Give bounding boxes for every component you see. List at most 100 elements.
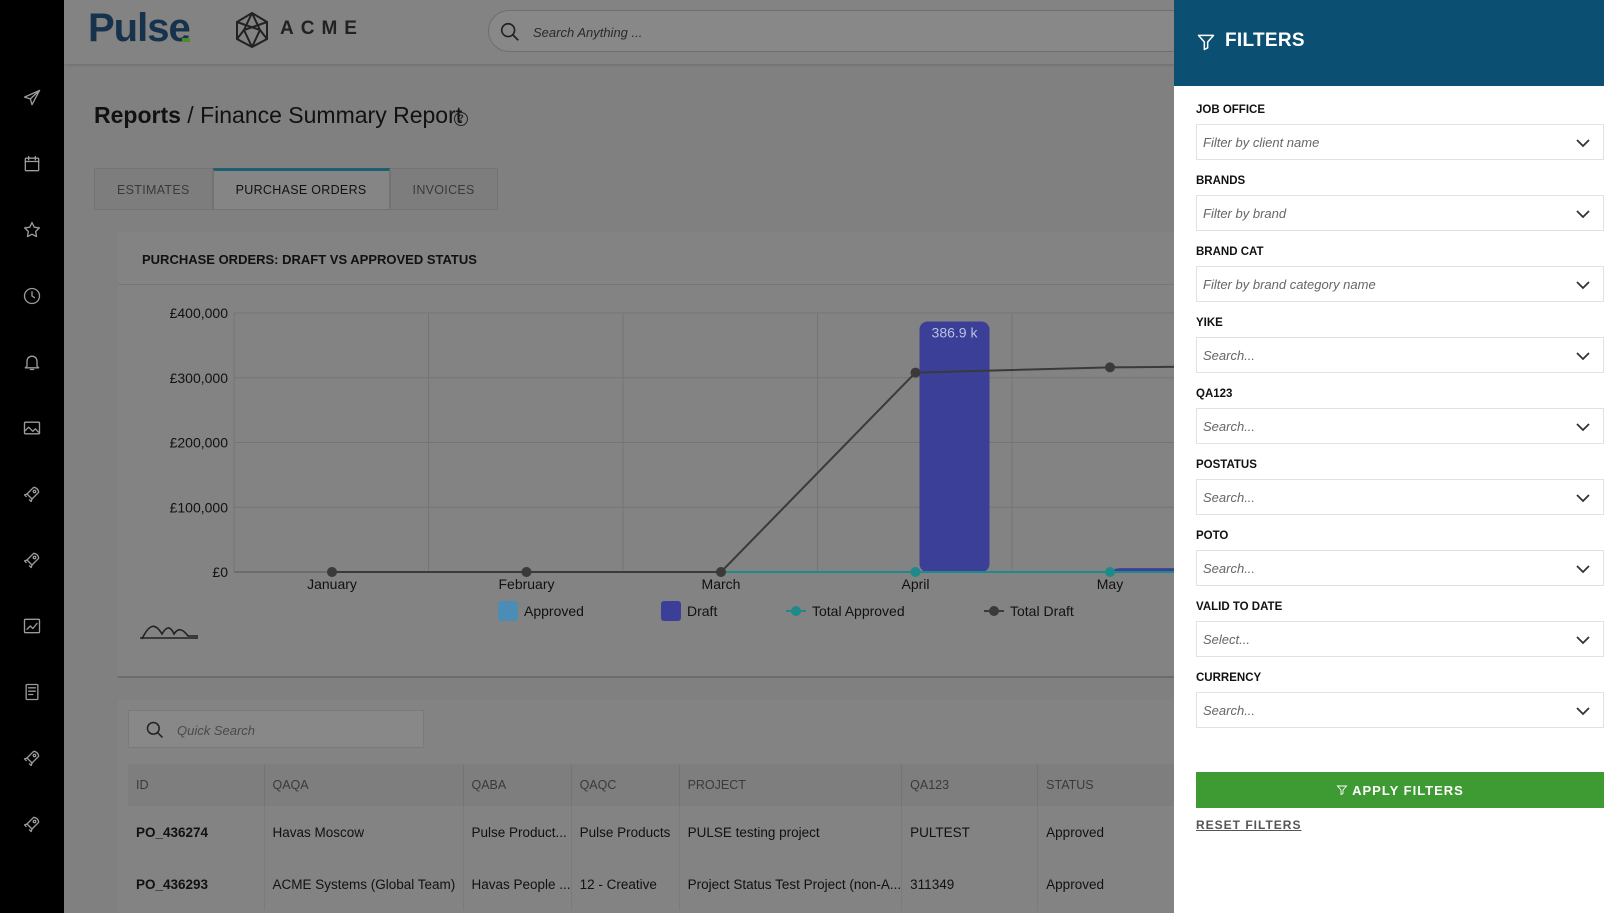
quick-search-input[interactable] <box>177 720 407 740</box>
column-header-id[interactable]: ID <box>128 764 265 806</box>
filter-label: CURRENCY <box>1196 672 1262 684</box>
table-row[interactable]: PO_436274 Havas Moscow Pulse Product... … <box>128 806 1210 858</box>
y-tick-label: £100,000 <box>170 499 229 515</box>
acme-brand: ACME <box>280 18 364 39</box>
tab-purchase-orders[interactable]: PURCHASE ORDERS <box>212 168 390 210</box>
cell-id[interactable]: PO_436293 <box>128 858 265 910</box>
table-row[interactable]: PO_436293 ACME Systems (Global Team) Hav… <box>128 858 1210 910</box>
image-icon[interactable] <box>18 414 46 442</box>
global-search[interactable] <box>488 10 1208 52</box>
column-header-qaqc[interactable]: QAQC <box>571 764 680 806</box>
calendar-icon[interactable] <box>18 150 46 178</box>
chevron-down-icon <box>1576 423 1590 432</box>
filter-label: JOB OFFICE <box>1196 104 1266 116</box>
acme-logo-icon <box>236 11 268 49</box>
paper-plane-icon[interactable] <box>18 84 46 112</box>
postatus-select[interactable]: Search... <box>1196 479 1604 515</box>
chart-divider <box>118 284 1218 285</box>
series-point <box>1105 362 1115 373</box>
table-card: ID QAQA QABA QAQC PROJECT QA123 STATUS P… <box>118 700 1218 913</box>
cell-project: PULSE testing project <box>679 806 903 858</box>
select-placeholder: Select... <box>1203 632 1250 647</box>
apply-filters-label: APPLY FILTERS <box>1352 782 1464 798</box>
purchase-orders-table: ID QAQA QABA QAQC PROJECT QA123 STATUS P… <box>128 764 1210 910</box>
series-point <box>716 567 726 577</box>
brand-cat-select[interactable]: Filter by brand category name <box>1196 266 1604 302</box>
job-office-select[interactable]: Filter by client name <box>1196 124 1604 160</box>
rocket-icon[interactable] <box>18 546 46 574</box>
brands-select[interactable]: Filter by brand <box>1196 195 1604 231</box>
purchase-orders-chart: £400,000 £300,000 £200,000 £100,000 £0 Januar… <box>140 305 1218 640</box>
tab-estimates[interactable]: ESTIMATES <box>94 168 213 210</box>
book-icon[interactable] <box>18 678 46 706</box>
filter-label: POTO <box>1196 530 1229 542</box>
series-point <box>910 567 921 577</box>
filter-job-office: JOB OFFICE Filter by client name <box>1196 104 1604 160</box>
chart-title: PURCHASE ORDERS: DRAFT VS APPROVED STATU… <box>142 252 477 267</box>
qa123-select[interactable]: Search... <box>1196 408 1604 444</box>
yike-select[interactable]: Search... <box>1196 337 1604 373</box>
rocket-icon[interactable] <box>18 810 46 838</box>
column-header-qaqa[interactable]: QAQA <box>264 764 464 806</box>
select-placeholder: Search... <box>1203 490 1256 505</box>
cell-qaqa: Havas Moscow <box>264 806 464 858</box>
column-header-qaba[interactable]: QABA <box>463 764 572 806</box>
legend-label: Draft <box>687 603 717 619</box>
select-placeholder: Search... <box>1203 561 1256 576</box>
global-search-input[interactable] <box>533 21 1133 43</box>
poto-select[interactable]: Search... <box>1196 550 1604 586</box>
select-placeholder: Search... <box>1203 703 1256 718</box>
left-nav-rail <box>0 0 64 913</box>
cell-qa123: PULTEST <box>901 806 1039 858</box>
star-icon[interactable] <box>18 216 46 244</box>
cell-qaba: Havas People ... <box>463 858 572 910</box>
cell-qaqa: ACME Systems (Global Team) <box>264 858 464 910</box>
help-icon[interactable]: ? <box>454 112 468 126</box>
rocket-icon[interactable] <box>18 480 46 508</box>
filter-currency: CURRENCY Search... <box>1196 672 1604 728</box>
chart-card: PURCHASE ORDERS: DRAFT VS APPROVED STATU… <box>118 232 1218 678</box>
column-header-project[interactable]: PROJECT <box>679 764 903 806</box>
filter-valid-to-date: VALID TO DATE Select... <box>1196 601 1604 657</box>
chevron-down-icon <box>1576 707 1590 716</box>
bell-icon[interactable] <box>18 348 46 376</box>
filter-icon <box>1336 785 1348 796</box>
apply-filters-button[interactable]: APPLY FILTERS <box>1196 772 1604 808</box>
filter-postatus: POSTATUS Search... <box>1196 459 1604 515</box>
filter-yike: YIKE Search... <box>1196 317 1604 373</box>
reset-filters-link[interactable]: RESET FILTERS <box>1196 818 1302 832</box>
filter-label: POSTATUS <box>1196 459 1257 471</box>
pulse-logo-mark <box>182 38 190 42</box>
clock-icon[interactable] <box>18 282 46 310</box>
legend-label: Approved <box>524 603 584 619</box>
valid-to-date-select[interactable]: Select... <box>1196 621 1604 657</box>
legend-swatch <box>661 601 681 621</box>
breadcrumb-root[interactable]: Reports <box>94 102 181 128</box>
series-point <box>327 567 337 577</box>
search-icon <box>500 22 519 41</box>
breadcrumb: Reports / Finance Summary Report <box>94 102 462 129</box>
currency-select[interactable]: Search... <box>1196 692 1604 728</box>
tab-invoices[interactable]: INVOICES <box>389 168 498 210</box>
series-line-total-draft <box>332 365 1218 573</box>
chart-icon[interactable] <box>18 612 46 640</box>
cell-id[interactable]: PO_436274 <box>128 806 265 858</box>
filter-label: BRANDS <box>1196 175 1246 187</box>
y-tick-label: £400,000 <box>170 305 229 321</box>
filter-label: BRAND CAT <box>1196 246 1264 258</box>
rocket-icon[interactable] <box>18 744 46 772</box>
breadcrumb-separator: / <box>180 102 201 128</box>
filter-qa123: QA123 Search... <box>1196 388 1604 444</box>
cell-qa123: 311349 <box>901 858 1039 910</box>
x-tick-label: May <box>1097 576 1123 592</box>
column-header-qa123[interactable]: QA123 <box>901 764 1039 806</box>
filter-brand-cat: BRAND CAT Filter by brand category name <box>1196 246 1604 302</box>
quick-search[interactable] <box>128 710 424 748</box>
select-placeholder: Filter by brand <box>1203 206 1287 221</box>
select-placeholder: Filter by client name <box>1203 135 1320 150</box>
page-title: Finance Summary Report <box>200 102 463 128</box>
filter-icon <box>1197 34 1215 51</box>
pulse-logo[interactable]: Pulse <box>88 6 191 50</box>
chevron-down-icon <box>1576 494 1590 503</box>
search-icon <box>146 721 164 739</box>
